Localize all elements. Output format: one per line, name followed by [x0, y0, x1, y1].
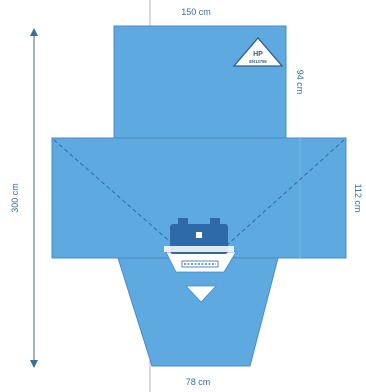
top-width-label: 150 cm [181, 7, 211, 17]
center-opening-tip [185, 285, 217, 303]
vehicle-icon [164, 218, 234, 254]
triangle-badge-icon: HP EN13795 [232, 37, 284, 67]
badge-label: HP [253, 51, 263, 58]
bottom-panel [117, 257, 279, 367]
up-arrow-icon [30, 28, 38, 36]
dashed-line-left [53, 139, 176, 247]
overall-length-label: 300 cm [10, 183, 20, 213]
bottom-width-label: 78 cm [186, 377, 211, 387]
top-length-label: 94 cm [295, 70, 305, 95]
badge-standard: EN13795 [249, 59, 267, 64]
dashed-line-right [225, 139, 345, 247]
down-arrow-icon [30, 360, 38, 368]
mid-length-label: 112 cm [353, 184, 363, 213]
